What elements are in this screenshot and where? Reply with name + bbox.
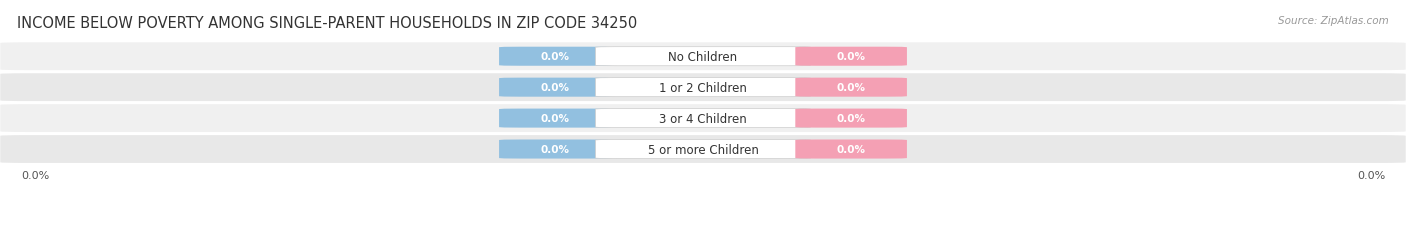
Text: 0.0%: 0.0% xyxy=(540,114,569,124)
Text: INCOME BELOW POVERTY AMONG SINGLE-PARENT HOUSEHOLDS IN ZIP CODE 34250: INCOME BELOW POVERTY AMONG SINGLE-PARENT… xyxy=(17,16,637,31)
Text: 0.0%: 0.0% xyxy=(540,83,569,93)
FancyBboxPatch shape xyxy=(796,109,907,128)
Text: 0.0%: 0.0% xyxy=(837,114,866,124)
FancyBboxPatch shape xyxy=(499,140,610,159)
FancyBboxPatch shape xyxy=(596,78,810,97)
FancyBboxPatch shape xyxy=(596,109,810,128)
Text: 0.0%: 0.0% xyxy=(1357,170,1385,181)
FancyBboxPatch shape xyxy=(796,48,907,67)
FancyBboxPatch shape xyxy=(796,78,907,97)
Text: Source: ZipAtlas.com: Source: ZipAtlas.com xyxy=(1278,16,1389,26)
FancyBboxPatch shape xyxy=(499,109,610,128)
Text: 1 or 2 Children: 1 or 2 Children xyxy=(659,81,747,94)
Text: 0.0%: 0.0% xyxy=(837,144,866,154)
FancyBboxPatch shape xyxy=(499,48,610,67)
Text: 0.0%: 0.0% xyxy=(540,52,569,62)
Text: 3 or 4 Children: 3 or 4 Children xyxy=(659,112,747,125)
Text: 5 or more Children: 5 or more Children xyxy=(648,143,758,156)
Text: 0.0%: 0.0% xyxy=(540,144,569,154)
FancyBboxPatch shape xyxy=(796,140,907,159)
FancyBboxPatch shape xyxy=(499,78,610,97)
Text: 0.0%: 0.0% xyxy=(837,83,866,93)
FancyBboxPatch shape xyxy=(0,105,1406,132)
FancyBboxPatch shape xyxy=(596,48,810,67)
FancyBboxPatch shape xyxy=(596,140,810,159)
FancyBboxPatch shape xyxy=(0,136,1406,163)
FancyBboxPatch shape xyxy=(0,43,1406,71)
Text: 0.0%: 0.0% xyxy=(837,52,866,62)
Text: 0.0%: 0.0% xyxy=(21,170,49,181)
Text: No Children: No Children xyxy=(668,51,738,64)
FancyBboxPatch shape xyxy=(0,74,1406,102)
